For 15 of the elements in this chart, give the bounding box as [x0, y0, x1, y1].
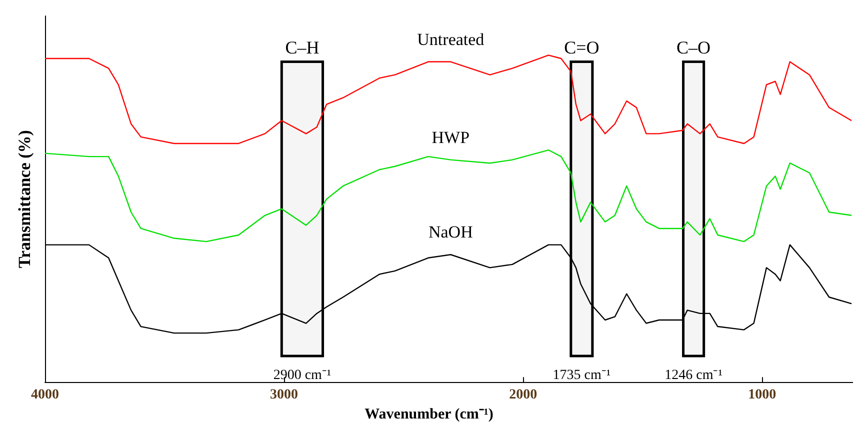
x-tick-label: 3000 — [270, 388, 298, 403]
band-label: C–H — [285, 38, 320, 58]
annotation: 2900 cm⁻¹ — [273, 368, 332, 384]
x-tick-label: 1000 — [748, 388, 776, 403]
x-tick-label: 4000 — [31, 388, 59, 403]
y-axis-title: Transmittance (%) — [15, 130, 34, 268]
x-tick-label: 2000 — [509, 388, 538, 403]
series-label: HWP — [432, 128, 470, 147]
annotation: 1735 cm⁻¹ — [552, 368, 611, 384]
band-label: C–O — [676, 38, 711, 58]
annotation: 1246 cm⁻¹ — [664, 368, 722, 384]
series-label: NaOH — [428, 222, 473, 242]
x-axis-title: Wavenumber (cm⁻¹) — [364, 406, 494, 422]
band-label: C=O — [564, 38, 600, 58]
series-label: Untreated — [417, 30, 485, 49]
